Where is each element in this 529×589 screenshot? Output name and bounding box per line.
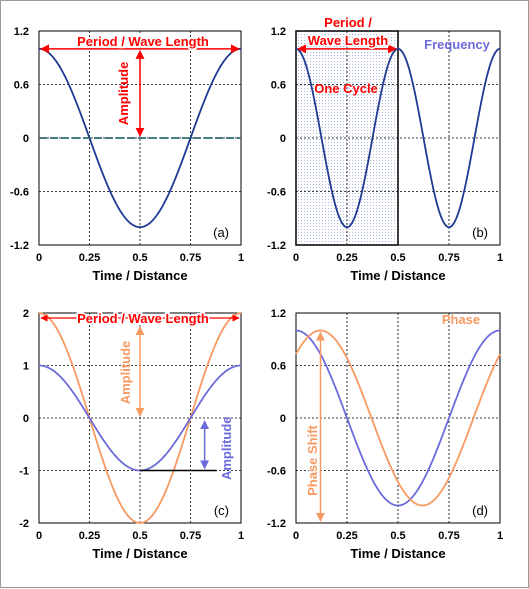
y-tick-label: 0 (23, 133, 29, 145)
x-axis-label: Time / Distance (350, 546, 445, 561)
x-tick-label: 1 (497, 530, 503, 542)
y-tick-label: 1.2 (271, 308, 286, 320)
phase-shift-annotation: Phase Shift (305, 424, 320, 495)
x-tick-label: 1 (497, 252, 503, 264)
panel-label: (c) (214, 503, 229, 518)
series-line-1 (295, 329, 501, 507)
x-tick-label: 0 (36, 252, 42, 264)
phase-annotation: Phase (442, 312, 480, 327)
amplitude-annotation-orange: Amplitude (118, 341, 133, 405)
x-axis-label: Time / Distance (92, 546, 187, 561)
x-tick-label: 0 (293, 252, 299, 264)
y-tick-label: 1 (23, 361, 29, 373)
y-tick-label: 0.6 (271, 80, 286, 92)
y-tick-label: -2 (19, 518, 29, 530)
chart-panel-a: 0 0.25 0.5 0.75 1 1.2 0.6 0 -0.6 -1.2 Time / Dista… (10, 26, 244, 283)
y-tick-label: 0.6 (271, 361, 286, 373)
x-axis-label: Time / Distance (92, 268, 187, 283)
y-tick-label: 0 (280, 413, 286, 425)
y-tick-label: 0.6 (14, 80, 29, 92)
period-annotation: Period / Wave Length (77, 34, 209, 49)
y-tick-label: -1.2 (10, 240, 29, 252)
y-tick-label: -0.6 (10, 187, 29, 199)
series-line-0 (295, 329, 501, 507)
x-tick-label: 0 (293, 530, 299, 542)
x-tick-label: 0.75 (438, 252, 459, 264)
y-tick-label: -1 (19, 466, 29, 478)
x-tick-label: 0.5 (390, 252, 405, 264)
x-tick-label: 0.5 (390, 530, 405, 542)
y-tick-label: 1.2 (271, 26, 286, 38)
y-tick-label: -0.6 (267, 187, 286, 199)
x-tick-label: 0.25 (336, 252, 357, 264)
y-tick-label: -1.2 (267, 240, 286, 252)
plot-frame (295, 312, 501, 524)
period-annotation-line-1: Period / (324, 15, 372, 30)
frequency-annotation: Frequency (424, 37, 491, 52)
series-line-0 (38, 47, 242, 229)
y-tick-label: -0.6 (267, 466, 286, 478)
x-tick-label: 0.75 (180, 252, 201, 264)
x-axis-label: Time / Distance (350, 268, 445, 283)
amplitude-annotation: Amplitude (116, 62, 131, 126)
x-tick-label: 0.25 (336, 530, 357, 542)
y-tick-label: 0 (280, 133, 286, 145)
period-annotation-line-2: Wave Length (308, 33, 388, 48)
period-annotation: Period / Wave Length (77, 311, 209, 326)
series-line-0 (38, 312, 242, 524)
y-tick-label: 1.2 (14, 26, 29, 38)
x-tick-label: 0 (36, 530, 42, 542)
x-tick-label: 1 (238, 530, 244, 542)
panel-label: (d) (472, 503, 488, 518)
x-tick-label: 0.5 (132, 530, 147, 542)
chart-panel-b: 0 0.25 0.5 0.75 1 1.2 0.6 0 -0.6 -1.2 Time / Dista… (267, 15, 503, 283)
panel-label: (b) (472, 225, 488, 240)
chart-panel-c: 0 0.25 0.5 0.75 1 2 1 0 -1 -2 Time / Distance (c) Pe… (19, 308, 244, 561)
chart-panel-d: 0 0.25 0.5 0.75 1 1.2 0.6 0 -0.6 -1.2 Time / Dista… (267, 308, 503, 561)
x-tick-label: 0.25 (79, 252, 100, 264)
y-tick-label: -1.2 (267, 518, 286, 530)
series-line-0 (295, 47, 501, 229)
amplitude-annotation-blue: Amplitude (219, 416, 234, 480)
x-tick-label: 1 (238, 252, 244, 264)
x-tick-label: 0.75 (180, 530, 201, 542)
y-tick-label: 0 (23, 413, 29, 425)
one-cycle-annotation: One Cycle (314, 81, 378, 96)
x-tick-label: 0.25 (79, 530, 100, 542)
x-tick-label: 0.75 (438, 530, 459, 542)
x-tick-label: 0.5 (132, 252, 147, 264)
plot-frame (295, 30, 501, 246)
panel-label: (a) (213, 225, 229, 240)
y-tick-label: 2 (23, 308, 29, 320)
